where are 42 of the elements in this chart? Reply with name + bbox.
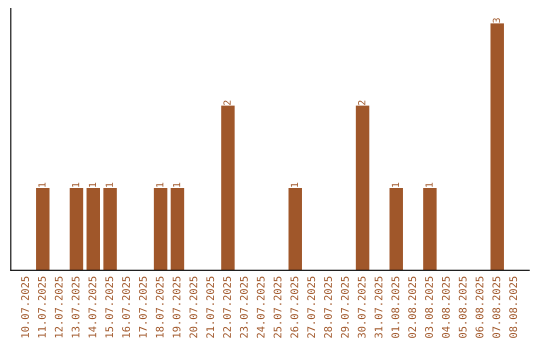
data-label: 2 <box>358 100 366 105</box>
x-tick-label: 31.07.2025 <box>374 276 382 338</box>
x-tick-label: 15.07.2025 <box>105 276 114 338</box>
data-label: 1 <box>290 182 298 187</box>
x-tick-label: 01.08.2025 <box>391 276 400 338</box>
x-tick-label: 24.07.2025 <box>256 276 265 338</box>
data-label: 1 <box>88 182 96 187</box>
x-tick-label: 17.07.2025 <box>138 276 147 338</box>
x-tick-label: 20.07.2025 <box>189 276 198 338</box>
x-tick-label: 29.07.2025 <box>340 276 349 338</box>
data-label: 1 <box>38 182 46 187</box>
x-tick-label: 10.07.2025 <box>21 276 29 338</box>
x-tick-label: 25.07.2025 <box>274 276 282 338</box>
x-tick-label: 13.07.2025 <box>72 276 80 338</box>
x-tick-label: 22.07.2025 <box>223 276 231 338</box>
x-tick-label: 28.07.2025 <box>324 276 332 338</box>
x-tick-label: 11.07.2025 <box>38 276 46 338</box>
x-tick-label: 03.08.2025 <box>425 276 433 338</box>
x-tick-label: 27.07.2025 <box>307 276 316 338</box>
x-tick-label: 23.07.2025 <box>240 276 248 338</box>
x-tick-label: 07.08.2025 <box>492 276 500 338</box>
data-label: 1 <box>72 182 80 187</box>
data-label: 1 <box>173 182 180 187</box>
data-label: 1 <box>392 182 399 187</box>
x-tick-label: 19.07.2025 <box>172 276 180 338</box>
x-tick-label: 02.08.2025 <box>408 276 416 338</box>
x-tick-label: 14.07.2025 <box>88 276 96 338</box>
x-tick-label: 16.07.2025 <box>122 276 130 338</box>
data-label: 3 <box>492 18 500 23</box>
x-tick-label: 05.08.2025 <box>458 276 467 338</box>
x-tick-label: 08.08.2025 <box>509 276 518 338</box>
x-tick-label: 26.07.2025 <box>290 276 298 338</box>
x-tick-label: 06.08.2025 <box>476 276 484 338</box>
data-label: 2 <box>223 100 231 105</box>
data-label: 1 <box>106 182 113 187</box>
data-label: 1 <box>156 182 164 187</box>
data-label: 1 <box>426 182 433 187</box>
x-tick-label: 30.07.2025 <box>358 276 366 338</box>
x-tick-label: 18.07.2025 <box>156 276 164 338</box>
x-tick-label: 04.08.2025 <box>442 276 450 338</box>
x-tick-label: 21.07.2025 <box>206 276 214 338</box>
x-tick-label: 12.07.2025 <box>54 276 63 338</box>
